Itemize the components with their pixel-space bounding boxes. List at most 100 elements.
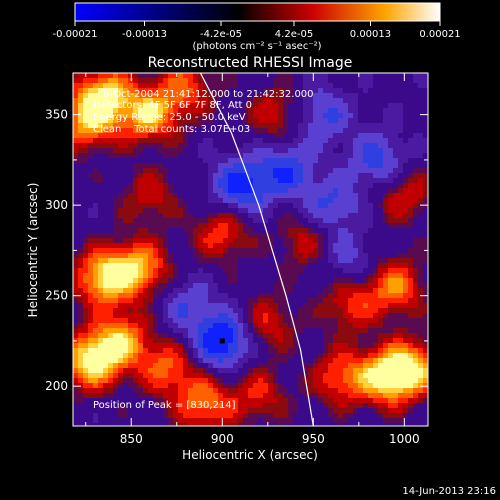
heatmap-cell [158,213,163,218]
heatmap-cell [398,203,403,208]
heatmap-cell [263,213,268,218]
heatmap-cell [153,373,158,378]
heatmap-cell [108,78,113,83]
heatmap-cell [143,203,148,208]
heatmap-cell [148,203,153,208]
heatmap-cell [158,388,163,393]
heatmap-cell [313,358,318,363]
heatmap-cell [398,153,403,158]
heatmap-cell [418,188,423,193]
heatmap-cell [383,213,388,218]
heatmap-cell [248,238,253,243]
heatmap-cell [103,293,108,298]
heatmap-cell [308,188,313,193]
heatmap-cell [193,413,198,418]
x-tick-label: 950 [302,432,325,446]
heatmap-cell [173,343,178,348]
heatmap-cell [353,373,358,378]
heatmap-cell [163,273,168,278]
heatmap-cell [128,198,133,203]
heatmap-cell [393,193,398,198]
heatmap-cell [268,158,273,163]
heatmap-cell [383,283,388,288]
heatmap-cell [113,308,118,313]
heatmap-cell [73,123,78,128]
heatmap-cell [193,283,198,288]
heatmap-cell [218,233,223,238]
heatmap-cell [303,168,308,173]
heatmap-cell [338,183,343,188]
heatmap-cell [213,388,218,393]
heatmap-cell [408,223,413,228]
heatmap-cell [158,133,163,138]
heatmap-cell [198,368,203,373]
heatmap-cell [93,268,98,273]
heatmap-cell [148,308,153,313]
heatmap-cell [348,313,353,318]
heatmap-cell [293,188,298,193]
heatmap-cell [173,373,178,378]
heatmap-cell [83,253,88,258]
heatmap-cell [98,378,103,383]
heatmap-cell [183,388,188,393]
heatmap-cell [423,333,428,338]
heatmap-cell [88,283,93,288]
heatmap-cell [283,103,288,108]
heatmap-cell [143,323,148,328]
heatmap-cell [388,318,393,323]
heatmap-cell [283,348,288,353]
heatmap-cell [378,138,383,143]
heatmap-cell [363,203,368,208]
heatmap-cell [288,393,293,398]
heatmap-cell [168,278,173,283]
heatmap-cell [188,338,193,343]
heatmap-cell [393,373,398,378]
heatmap-cell [373,318,378,323]
heatmap-cell [348,393,353,398]
heatmap-cell [348,133,353,138]
heatmap-cell [113,243,118,248]
heatmap-cell [243,163,248,168]
heatmap-cell [283,153,288,158]
heatmap-cell [263,363,268,368]
heatmap-cell [193,373,198,378]
heatmap-cell [163,393,168,398]
heatmap-cell [143,183,148,188]
heatmap-cell [93,248,98,253]
heatmap-cell [203,313,208,318]
heatmap-cell [318,148,323,153]
heatmap-cell [143,358,148,363]
heatmap-cell [93,238,98,243]
heatmap-cell [143,163,148,168]
heatmap-cell [98,373,103,378]
heatmap-cell [128,333,133,338]
heatmap-cell [223,198,228,203]
heatmap-cell [393,123,398,128]
heatmap-cell [73,273,78,278]
heatmap-cell [153,173,158,178]
heatmap-cell [168,73,173,78]
heatmap-cell [298,193,303,198]
heatmap-cell [403,388,408,393]
heatmap-cell [218,423,223,426]
heatmap-cell [313,153,318,158]
heatmap-cell [403,353,408,358]
heatmap-cell [313,143,318,148]
heatmap-cell [188,213,193,218]
heatmap-cell [253,178,258,183]
heatmap-cell [378,128,383,133]
heatmap-cell [333,258,338,263]
heatmap-cell [198,118,203,123]
heatmap-cell [188,368,193,373]
heatmap-cell [88,103,93,108]
heatmap-cell [283,273,288,278]
heatmap-cell [373,353,378,358]
heatmap-cell [233,248,238,253]
heatmap-cell [413,303,418,308]
heatmap-cell [358,303,363,308]
heatmap-cell [253,98,258,103]
heatmap-cell [328,243,333,248]
heatmap-cell [403,278,408,283]
heatmap-cell [408,283,413,288]
heatmap-cell [398,223,403,228]
